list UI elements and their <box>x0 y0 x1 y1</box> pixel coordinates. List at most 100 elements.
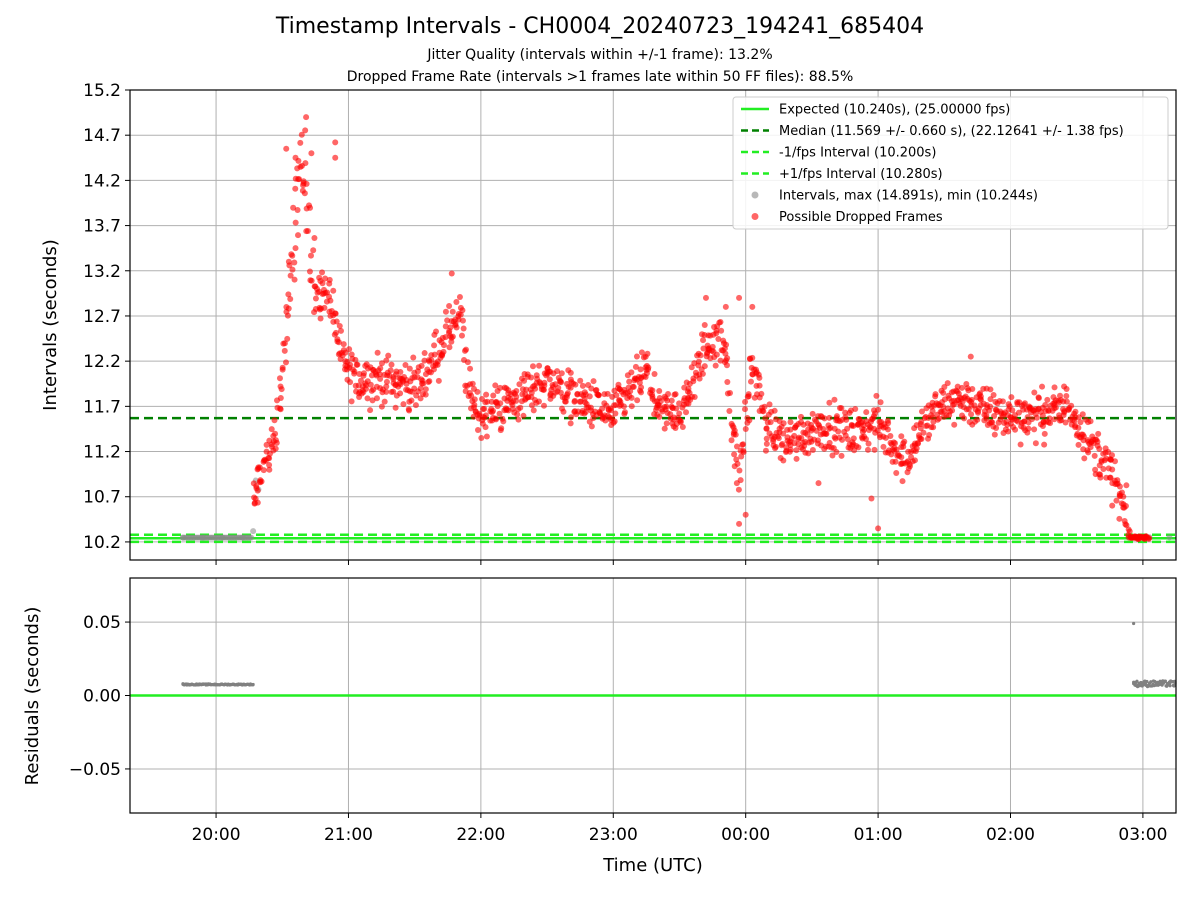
dropped-frame-point <box>433 328 440 335</box>
dropped-frame-point <box>532 385 539 392</box>
dropped-frame-point <box>621 409 628 416</box>
dropped-frame-point <box>628 394 635 401</box>
dropped-frame-point <box>558 370 565 377</box>
bottom-y-tick-label: 0.05 <box>83 613 121 633</box>
dropped-frame-point <box>588 385 595 392</box>
dropped-frame-point <box>289 266 296 273</box>
dropped-frame-point <box>941 383 948 390</box>
dropped-frame-point <box>1009 407 1016 414</box>
dropped-frame-point <box>400 401 407 408</box>
dropped-frame-point <box>471 396 478 403</box>
dropped-frame-point <box>822 430 829 437</box>
dropped-frame-point <box>940 389 947 396</box>
dropped-frame-point <box>601 400 608 407</box>
dropped-frame-point <box>863 409 870 416</box>
dropped-frame-point <box>327 297 334 304</box>
dropped-frame-point <box>759 407 766 414</box>
dropped-frame-point <box>279 364 286 371</box>
dropped-frame-point <box>699 370 706 377</box>
dropped-frame-point <box>291 259 298 266</box>
dropped-frame-point <box>1145 535 1152 542</box>
dropped-frame-point <box>1096 445 1103 452</box>
dropped-frame-point <box>987 403 994 410</box>
dropped-frame-point <box>298 131 305 138</box>
dropped-frame-point <box>793 447 800 454</box>
dropped-frame-point <box>348 351 355 358</box>
dropped-frame-point <box>421 357 428 364</box>
dropped-frame-point <box>645 366 652 373</box>
dropped-frame-point <box>330 287 337 294</box>
dropped-frame-point <box>709 343 716 350</box>
x-axis-label: Time (UTC) <box>602 855 703 876</box>
dropped-frame-point <box>880 443 887 450</box>
dropped-frame-point <box>1012 426 1019 433</box>
dropped-frame-point <box>1111 458 1118 465</box>
dropped-frame-point <box>560 408 567 415</box>
dropped-frame-point <box>571 397 578 404</box>
dropped-frame-point <box>392 404 399 411</box>
dropped-frame-point <box>892 458 899 465</box>
dropped-frame-point <box>791 432 798 439</box>
dropped-frame-point <box>644 350 651 357</box>
dropped-frame-point <box>332 139 339 146</box>
dropped-frame-point <box>567 369 574 376</box>
dropped-frame-point <box>742 511 749 518</box>
dropped-frame-point <box>638 389 645 396</box>
dropped-frame-point <box>691 393 698 400</box>
dropped-frame-point <box>304 227 311 234</box>
dropped-frame-point <box>348 398 355 405</box>
dropped-frame-point <box>302 160 309 167</box>
dropped-frame-point <box>412 402 419 409</box>
dropped-frame-point <box>303 180 310 187</box>
dropped-frame-point <box>303 114 310 121</box>
dropped-frame-point <box>408 397 415 404</box>
legend-point-marker <box>751 213 759 220</box>
dropped-frame-point <box>442 308 449 315</box>
dropped-frame-point <box>308 277 315 284</box>
dropped-frame-point <box>612 410 619 417</box>
dropped-frame-point <box>528 402 535 409</box>
dropped-frame-point <box>967 353 974 360</box>
dropped-frame-point <box>638 384 645 391</box>
dropped-frame-point <box>798 413 805 420</box>
bottom-axes: 20:00 21:00 22:00 23:00 00:00 01:00 02:00 03:00… <box>69 613 1168 845</box>
dropped-frame-point <box>912 448 919 455</box>
dropped-frame-point <box>449 333 456 340</box>
dropped-frame-point <box>321 304 328 311</box>
dropped-frame-point <box>835 428 842 435</box>
dropped-frame-point <box>697 352 704 359</box>
dropped-frame-point <box>1109 502 1116 509</box>
dropped-frame-point <box>530 407 537 414</box>
dropped-frame-point <box>877 399 884 406</box>
dropped-frame-point <box>326 280 333 287</box>
legend-entry-label: -1/fps Interval (10.200s) <box>779 146 936 161</box>
dropped-frame-point <box>388 361 395 368</box>
dropped-frame-point <box>742 425 749 432</box>
dropped-frame-point <box>464 359 471 366</box>
dropped-frame-point <box>342 349 349 356</box>
dropped-frame-point <box>1005 428 1012 435</box>
dropped-frame-point <box>1052 404 1059 411</box>
dropped-frame-point <box>535 398 542 405</box>
dropped-frame-point <box>283 145 290 152</box>
dropped-frame-point <box>656 413 663 420</box>
dropped-frame-point <box>478 435 485 442</box>
dropped-frame-point <box>442 334 449 341</box>
dropped-frame-point <box>335 339 342 346</box>
dropped-frame-point <box>529 363 536 370</box>
dropped-frame-point <box>649 387 656 394</box>
dropped-frame-point <box>1031 389 1038 396</box>
dropped-frame-point <box>567 420 574 427</box>
dropped-frame-point <box>586 393 593 400</box>
dropped-frame-point <box>918 408 925 415</box>
dropped-frame-point <box>1072 408 1079 415</box>
dropped-frame-point <box>632 363 639 370</box>
dropped-frame-point <box>740 441 747 448</box>
dropped-frame-point <box>787 419 794 426</box>
dropped-frame-point <box>1051 384 1058 391</box>
dropped-frame-point <box>696 375 703 382</box>
dropped-frame-point <box>969 385 976 392</box>
dropped-frame-point <box>843 416 850 423</box>
residual-point <box>1163 679 1168 683</box>
dropped-frame-point <box>983 415 990 422</box>
